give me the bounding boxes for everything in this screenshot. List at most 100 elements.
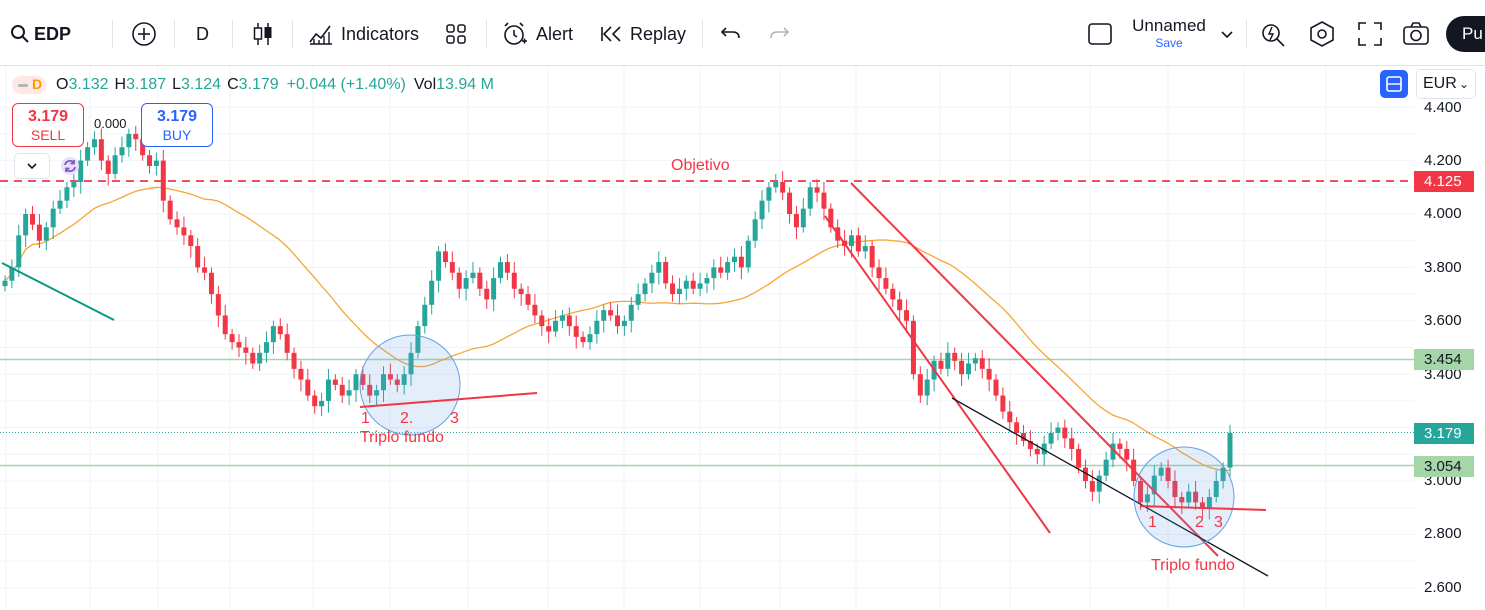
candle-body (759, 200, 765, 220)
candle-body (353, 374, 359, 391)
candle-body (291, 352, 297, 369)
collapse-legend-button[interactable] (14, 153, 50, 179)
candle-body (387, 374, 393, 380)
candle-body (181, 227, 187, 236)
top-toolbar: EDP D Indicators Alert Replay Unnamed Sa… (0, 0, 1485, 66)
price-chart[interactable] (0, 66, 1414, 610)
candle-body (477, 272, 483, 289)
candle-body (807, 187, 813, 209)
candle-body (580, 336, 586, 343)
candle-body (525, 294, 531, 305)
symbol-search[interactable]: EDP (10, 14, 71, 54)
candle-body (243, 347, 249, 353)
legend-close-key: C (227, 76, 239, 93)
alert-button[interactable]: Alert (502, 14, 573, 54)
candle-body (167, 200, 173, 220)
layout-menu-button[interactable] (1219, 14, 1235, 54)
candle-body (374, 390, 380, 396)
triple-bottom-circle-left[interactable] (359, 334, 461, 436)
support-line-right[interactable] (1139, 505, 1267, 511)
candle-body (325, 379, 331, 401)
candle-body (1082, 467, 1088, 481)
candle-body (339, 384, 345, 396)
axis-tick: 2.600 (1424, 579, 1462, 596)
settings-icon (1310, 21, 1334, 47)
candle-body (64, 187, 70, 201)
candle-body (126, 133, 132, 148)
objective-label[interactable]: Objetivo (671, 157, 730, 174)
channel-lower-line[interactable] (824, 215, 1051, 534)
bottom-number-2-left: 2. (400, 410, 414, 427)
settings-button[interactable] (1308, 14, 1336, 54)
candle-body (346, 390, 352, 396)
candle-body (85, 147, 91, 161)
candle-body (690, 280, 696, 289)
chart-type-button[interactable] (252, 14, 274, 54)
candle-body (965, 363, 971, 375)
last-price-tag: 3.179 (1414, 423, 1474, 444)
candle-body (401, 374, 407, 385)
snapshot-button[interactable] (1402, 14, 1430, 54)
replay-label: Replay (630, 23, 687, 44)
trendline-black[interactable] (951, 397, 1269, 577)
candle-body (422, 304, 428, 327)
candle-body (1041, 443, 1047, 455)
candle-body (9, 267, 15, 281)
candle-body (174, 219, 180, 228)
indicators-icon (309, 25, 332, 45)
triple-bottom-label-left[interactable]: Triplo fundo (360, 429, 444, 446)
channel-upper-line[interactable] (850, 182, 1219, 557)
toolbar-divider (702, 20, 703, 48)
candle-body (264, 342, 270, 353)
quick-search-icon (1262, 24, 1285, 47)
chevron-down-icon (1221, 31, 1233, 39)
ohlc-legend: D O 3.132 H 3.187 L 3.124 C 3.179 +0.044 (+1… (12, 72, 500, 98)
candle-body (298, 368, 304, 380)
candle-body (993, 379, 999, 396)
trendline-green[interactable] (1, 262, 115, 321)
candle-body (587, 334, 593, 343)
quick-search-button[interactable] (1260, 14, 1288, 54)
triple-bottom-label-right[interactable]: Triplo fundo (1151, 557, 1235, 574)
candle-body (718, 267, 724, 273)
candle-body (683, 280, 689, 289)
candle-body (1213, 481, 1219, 498)
candle-body (1158, 467, 1164, 476)
chevron-down-icon (27, 163, 37, 170)
currency-select[interactable]: EUR ⌄ (1416, 69, 1476, 99)
axis-tick: 4.400 (1424, 99, 1462, 116)
candle-body (855, 235, 861, 252)
candle-body (738, 256, 744, 268)
candle-body (1124, 448, 1130, 460)
candle-body (1007, 411, 1013, 423)
undo-button[interactable] (720, 14, 742, 54)
triple-bottom-circle-right[interactable] (1133, 446, 1235, 548)
toolbar-divider (486, 20, 487, 48)
candle-body (910, 320, 916, 375)
indicators-button[interactable]: Indicators (308, 14, 419, 54)
legend-vol-key: Vol (413, 76, 437, 93)
plus-circle-icon (132, 22, 156, 46)
fullscreen-button[interactable] (1357, 14, 1383, 54)
candle-body (195, 246, 201, 268)
replay-button[interactable]: Replay (600, 14, 686, 54)
templates-button[interactable] (445, 14, 467, 54)
publish-button[interactable]: Pu (1446, 16, 1485, 52)
fullscreen-icon (1358, 22, 1382, 46)
auto-scale-button[interactable] (1380, 70, 1408, 98)
square-icon (1088, 23, 1112, 45)
bottom-number-1-left: 1 (361, 410, 370, 427)
sync-icon[interactable] (60, 156, 80, 176)
support-line-left[interactable] (359, 392, 538, 408)
interval-button[interactable]: D (196, 14, 209, 54)
redo-button[interactable] (768, 14, 790, 54)
spread-value: 0.000 (94, 116, 127, 131)
layout-name-button[interactable]: Unnamed Save (1126, 16, 1212, 52)
sell-button[interactable]: 3.179 SELL (12, 103, 84, 147)
compare-symbol-button[interactable] (130, 14, 158, 54)
toolbar-divider (292, 20, 293, 48)
visibility-dot[interactable]: D (12, 76, 46, 94)
candle-body (766, 187, 772, 201)
layout-toggle[interactable] (1087, 14, 1113, 54)
buy-button[interactable]: 3.179 BUY (141, 103, 213, 147)
